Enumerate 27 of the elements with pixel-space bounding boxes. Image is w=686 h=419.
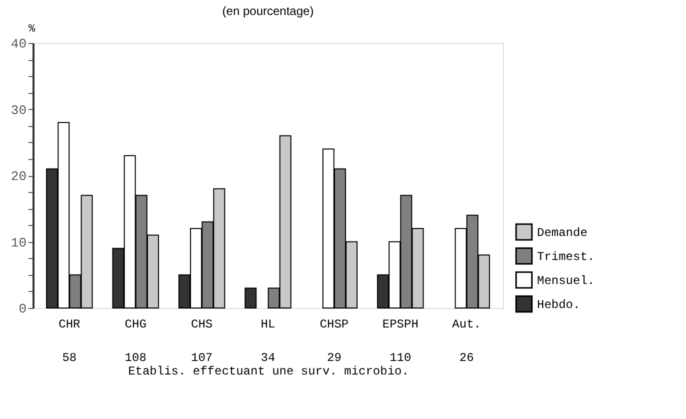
- x-tick-label: HL: [260, 318, 276, 332]
- x-axis-title: Etablis. effectuant une surv. microbio.: [128, 364, 409, 378]
- text: 110: [390, 351, 412, 365]
- legend-label: Demande: [537, 226, 588, 240]
- text: 34: [260, 351, 276, 365]
- text: 26: [459, 351, 474, 365]
- x-tick-label: EPSPH: [382, 318, 418, 332]
- text: 108: [124, 351, 146, 365]
- legend-label: Trimest.: [537, 250, 595, 264]
- text: 58: [62, 351, 77, 365]
- y-tick-label: 20: [10, 169, 26, 184]
- bar: [244, 288, 257, 308]
- text: 107: [191, 351, 213, 365]
- text: 29: [326, 351, 342, 365]
- y-axis-title: %: [28, 24, 36, 36]
- y-tick-label: 0: [18, 302, 26, 316]
- y-tick-label: 40: [10, 36, 26, 52]
- x-tick-label: CHS: [191, 318, 213, 332]
- x-tick-label: CHG: [124, 318, 146, 332]
- x-tick-label: CHSP: [320, 318, 349, 332]
- y-tick-label: 10: [10, 235, 26, 250]
- x-tick-label: Aut.: [452, 318, 481, 332]
- legend-label: Hebdo.: [537, 298, 580, 312]
- x-tick-label: CHR: [58, 318, 80, 332]
- chart-title: (en pourcentage): [222, 4, 314, 18]
- legend-label: Mensuel.: [537, 274, 595, 288]
- y-tick-label: 30: [10, 102, 26, 118]
